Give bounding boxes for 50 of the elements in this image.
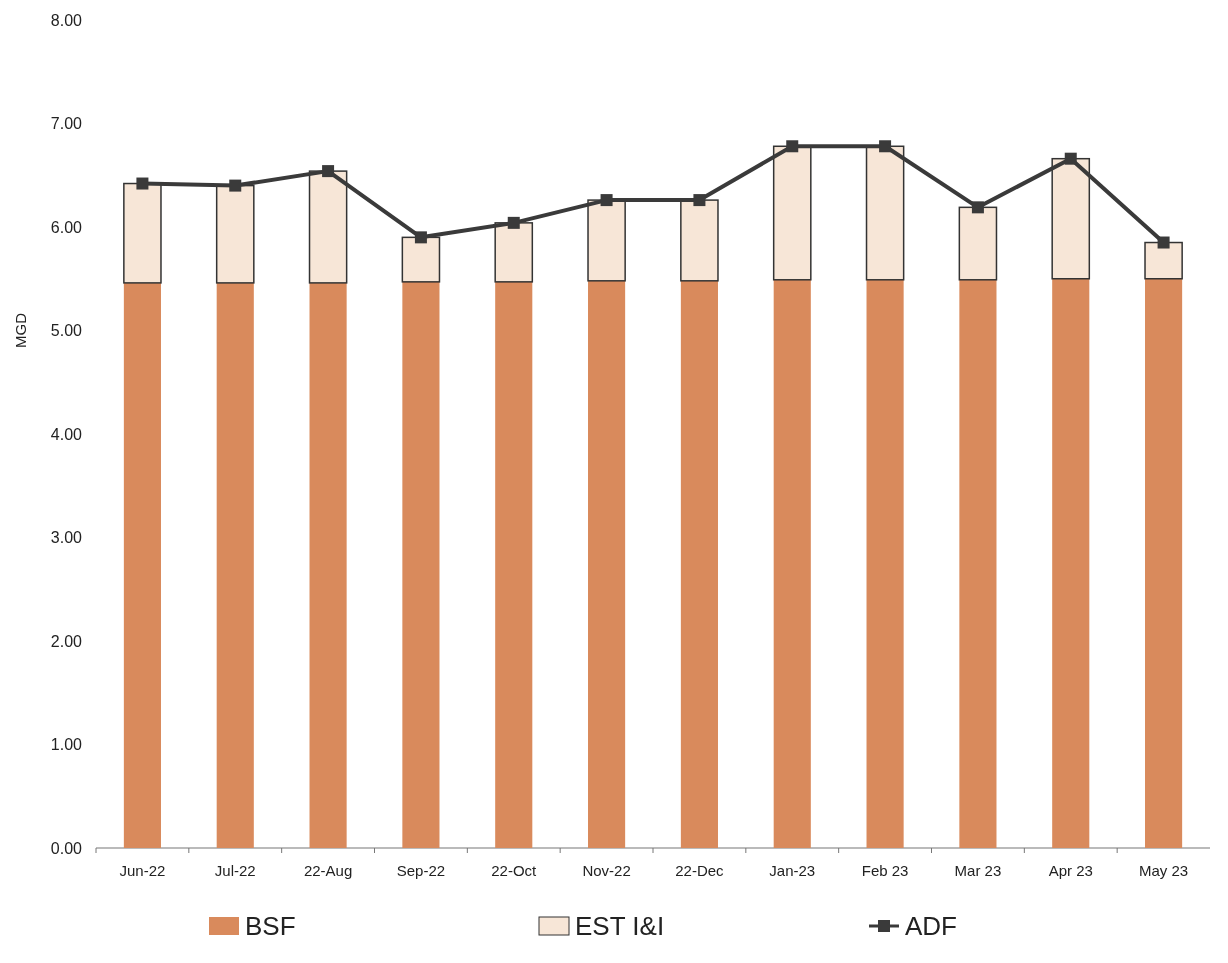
legend-label: ADF: [905, 911, 957, 942]
y-tick-label: 3.00: [50, 529, 83, 547]
x-tick-label: 22-Dec: [675, 862, 725, 879]
point: [1157, 236, 1170, 249]
y-tick-label: 7.00: [50, 115, 83, 133]
x-tick-label: Nov-22: [582, 862, 631, 879]
point: [136, 177, 149, 190]
x-tick-label: Feb 23: [861, 862, 909, 879]
bar: [680, 280, 718, 848]
bar: [123, 282, 161, 848]
legend-label: EST I&I: [575, 911, 665, 942]
bar: [866, 279, 904, 848]
bar: [495, 281, 533, 848]
point: [1064, 152, 1077, 165]
point: [600, 194, 613, 207]
x-tick-label: Sep-22: [396, 862, 446, 879]
x-tick-label: 22-Oct: [491, 862, 538, 879]
bar: [588, 280, 626, 848]
y-tick-label: 1.00: [50, 736, 83, 754]
y-tick-label: 0.00: [50, 839, 83, 857]
x-tick-label: Jul-22: [214, 862, 256, 879]
bar: [1145, 278, 1183, 848]
x-tick-label: Mar 23: [954, 862, 1002, 879]
point: [879, 140, 892, 153]
bar: [216, 282, 254, 848]
bar: [959, 279, 997, 848]
bar: [773, 279, 811, 848]
y-axis-title: MGD: [12, 312, 29, 348]
x-tick-label: Apr 23: [1048, 862, 1093, 879]
point: [229, 179, 242, 192]
point: [507, 216, 520, 229]
point: [971, 201, 984, 214]
y-tick-label: 2.00: [50, 632, 83, 650]
y-tick-label: 8.00: [50, 11, 83, 29]
y-tick-label: 5.00: [50, 322, 83, 340]
y-tick-label: 6.00: [50, 218, 83, 236]
x-tick-label: 22-Aug: [303, 862, 353, 879]
bar: [1052, 278, 1090, 848]
point: [322, 165, 335, 178]
x-tick-label: Jan-23: [769, 862, 816, 879]
x-tick-label: May 23: [1138, 862, 1189, 879]
bar: [402, 281, 440, 848]
legend-label: BSF: [245, 911, 296, 942]
x-tick-label: Jun-22: [119, 862, 166, 879]
y-tick-label: 4.00: [50, 425, 83, 443]
point: [786, 140, 799, 153]
point: [414, 231, 427, 244]
point: [693, 194, 706, 207]
bar: [1144, 241, 1183, 280]
bar: [309, 282, 347, 848]
